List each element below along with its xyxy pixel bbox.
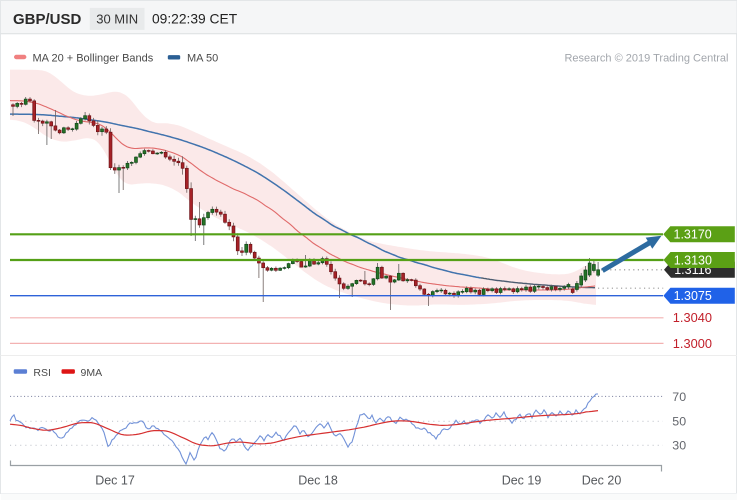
svg-text:1.3170: 1.3170 — [674, 228, 712, 242]
svg-text:MA 50: MA 50 — [187, 53, 218, 65]
svg-text:1.3000: 1.3000 — [673, 336, 712, 351]
svg-text:1.3040: 1.3040 — [673, 310, 712, 325]
svg-text:Dec 20: Dec 20 — [582, 474, 622, 488]
svg-text:1.3130: 1.3130 — [674, 253, 712, 267]
svg-text:30: 30 — [672, 439, 686, 453]
svg-text:1.3075: 1.3075 — [674, 289, 712, 303]
svg-text:50: 50 — [672, 415, 686, 429]
svg-text:Dec 18: Dec 18 — [298, 474, 338, 488]
svg-text:30 MIN: 30 MIN — [96, 11, 138, 26]
svg-text:Dec 19: Dec 19 — [502, 474, 542, 488]
svg-text:09:22:39 CET: 09:22:39 CET — [152, 12, 238, 27]
svg-text:MA 20 + Bollinger Bands: MA 20 + Bollinger Bands — [33, 53, 154, 65]
svg-text:GBP/USD: GBP/USD — [13, 11, 82, 28]
svg-text:Dec 17: Dec 17 — [95, 474, 135, 488]
svg-text:RSI: RSI — [33, 367, 51, 379]
svg-text:9MA: 9MA — [81, 367, 103, 379]
svg-text:70: 70 — [672, 390, 686, 404]
svg-text:Research © 2019 Trading Centra: Research © 2019 Trading Central — [564, 52, 728, 64]
